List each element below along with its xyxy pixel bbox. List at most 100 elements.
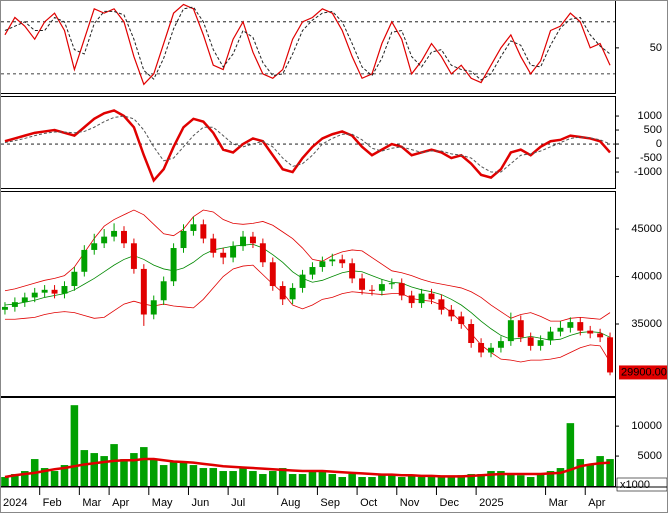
volume-bar	[229, 471, 237, 486]
candle-body	[607, 337, 614, 373]
volume-bar	[606, 459, 614, 486]
volume-bar	[21, 471, 29, 486]
volume-bar	[209, 468, 218, 486]
x-tick-label: Jul	[231, 497, 245, 509]
volume-bar	[1, 477, 9, 486]
candle-body	[537, 340, 544, 346]
volume-bar	[368, 477, 376, 486]
candle-body	[121, 230, 127, 244]
volume-bar	[437, 477, 446, 486]
candle-body	[240, 236, 246, 247]
volume-bar	[249, 471, 257, 486]
volume-bar	[60, 465, 69, 486]
volume-bar	[516, 475, 525, 486]
candle-body	[597, 333, 604, 338]
candle-body	[41, 289, 48, 293]
candle-body	[21, 297, 28, 303]
candle-body	[81, 249, 88, 272]
candle-body	[488, 347, 494, 353]
y-tick-label: 10000	[631, 420, 662, 432]
indicator-line	[4, 109, 611, 183]
volume-bar	[130, 453, 138, 486]
candle-body	[567, 322, 574, 328]
volume-bar	[338, 477, 346, 486]
volume-bar	[189, 465, 198, 486]
candle-body	[329, 259, 336, 262]
y-tick-label: 35000	[631, 318, 662, 330]
candle-body	[1, 306, 8, 310]
x-tick-label: 2025	[479, 497, 503, 509]
volume-bar	[576, 459, 585, 486]
volume-bar	[199, 468, 208, 486]
candle-body	[249, 236, 256, 244]
candle-body	[11, 302, 18, 307]
volume-bar	[417, 477, 426, 486]
candle-body	[587, 330, 594, 334]
volume-bar	[467, 474, 475, 486]
volume-bar	[447, 477, 456, 486]
candle-body	[458, 316, 465, 325]
candle-body	[527, 337, 534, 346]
last-price-box	[619, 365, 668, 380]
candle-body	[497, 341, 504, 348]
candle-body	[150, 300, 157, 315]
candle-body	[398, 283, 405, 296]
y-tick-label: -500	[640, 152, 662, 164]
candle-body	[279, 286, 286, 300]
volume-bar	[388, 475, 396, 486]
y-tick-label: 500	[644, 124, 662, 136]
candle-body	[130, 243, 137, 269]
volume-bar	[378, 474, 386, 486]
x-tick-label: Jun	[191, 497, 209, 509]
candle-body	[339, 259, 346, 264]
indicator-line	[4, 3, 611, 86]
volume-bar	[586, 465, 594, 486]
volume-bar	[80, 450, 89, 486]
candle-body	[170, 248, 177, 282]
volume-bar	[397, 477, 406, 486]
volume-bar	[110, 444, 118, 486]
candle-body	[200, 224, 207, 239]
candle-body	[478, 343, 485, 353]
indicator-line	[4, 209, 611, 322]
candle-body	[230, 246, 237, 258]
unit-label: x1000	[620, 479, 650, 491]
candle-body	[517, 320, 524, 338]
candle-body	[309, 267, 316, 275]
x-tick-label: Mar	[82, 497, 101, 509]
volume-bar	[120, 459, 128, 486]
candle-body	[71, 271, 78, 287]
candle-body	[180, 230, 187, 249]
volume-bar	[90, 453, 99, 486]
volume-bar	[149, 459, 158, 486]
candle-body	[319, 261, 326, 268]
volume-bar	[487, 471, 495, 486]
candle-body	[51, 289, 58, 294]
candle-body	[448, 309, 455, 317]
candle-body	[220, 252, 227, 258]
candle-body	[111, 230, 118, 237]
candle-body	[378, 284, 385, 291]
volume-bar	[140, 447, 148, 486]
candle-body	[269, 262, 276, 287]
candle-body	[468, 324, 475, 344]
candle-body	[349, 263, 356, 279]
candle-body	[359, 278, 366, 290]
candle-body	[428, 293, 435, 300]
volume-bar	[497, 471, 505, 486]
volume-bar	[40, 468, 49, 486]
volume-bar	[239, 468, 247, 486]
indicator-line	[4, 457, 611, 479]
candle-body	[160, 281, 167, 301]
candle-body	[61, 286, 68, 294]
volume-bar	[100, 456, 108, 486]
volume-bar	[259, 474, 267, 486]
volume-bar	[358, 477, 366, 486]
volume-bar	[288, 474, 297, 486]
volume-bar	[457, 475, 466, 486]
volume-bar	[169, 462, 178, 486]
indicator-line	[4, 115, 611, 173]
volume-bar	[328, 474, 337, 486]
y-tick-label: 1000	[638, 110, 662, 122]
x-tick-label: Dec	[439, 497, 459, 509]
